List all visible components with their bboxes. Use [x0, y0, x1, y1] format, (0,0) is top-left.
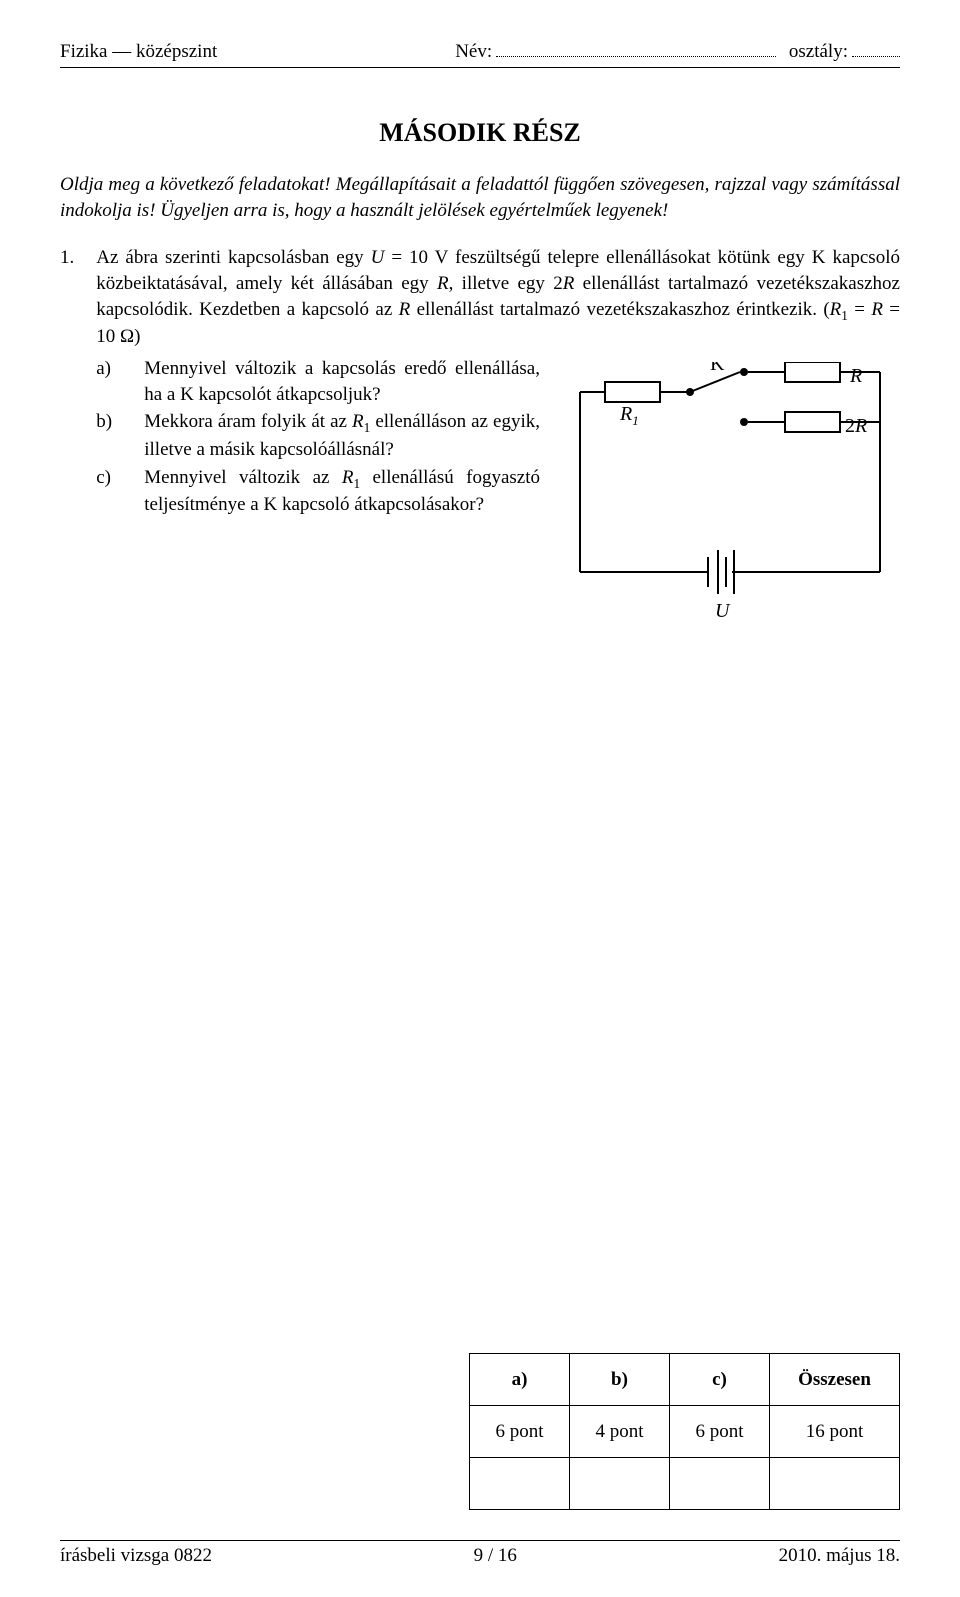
question-b-text: Mekkora áram folyik át az R1 ellenálláso… — [144, 409, 540, 462]
problem-body: Az ábra szerinti kapcsolásban egy U = 10… — [96, 245, 900, 629]
problem-number: 1. — [60, 245, 74, 629]
circuit-label-r: R — [849, 365, 862, 387]
score-header-total: Összesen — [770, 1354, 900, 1406]
score-points-row: 6 pont 4 pont 6 pont 16 pont — [470, 1406, 900, 1458]
score-points-a: 6 pont — [470, 1406, 570, 1458]
score-empty-b — [570, 1458, 670, 1510]
question-c-label: c) — [96, 465, 124, 518]
circuit-label-u: U — [715, 600, 731, 622]
score-header-b: b) — [570, 1354, 670, 1406]
score-header-row: a) b) c) Összesen — [470, 1354, 900, 1406]
score-points-total: 16 pont — [770, 1406, 900, 1458]
score-empty-row — [470, 1458, 900, 1510]
score-table-wrap: a) b) c) Összesen 6 pont 4 pont 6 pont 1… — [60, 1353, 900, 1510]
score-points-b: 4 pont — [570, 1406, 670, 1458]
name-field-line — [496, 40, 776, 57]
problem-text: Az ábra szerinti kapcsolásban egy U = 10… — [96, 245, 900, 350]
name-label: Név: — [455, 41, 492, 63]
question-c: c) Mennyivel változik az R1 ellenállású … — [96, 465, 540, 518]
problem-1: 1. Az ábra szerinti kapcsolásban egy U =… — [60, 245, 900, 629]
page-header: Fizika — középszint Név: osztály: — [60, 40, 900, 63]
class-field-line — [852, 40, 900, 57]
section-title: MÁSODIK RÉSZ — [60, 118, 900, 148]
score-empty-c — [670, 1458, 770, 1510]
footer-row: írásbeli vizsga 0822 9 / 16 2010. május … — [60, 1545, 900, 1567]
circuit-label-k: K — [710, 362, 725, 375]
circuit-label-r1: R1 — [619, 403, 639, 428]
score-empty-total — [770, 1458, 900, 1510]
footer-rule — [60, 1540, 900, 1541]
page: Fizika — középszint Név: osztály: MÁSODI… — [0, 0, 960, 1597]
circuit-diagram: R1 K R 2R U — [560, 356, 900, 630]
page-footer: írásbeli vizsga 0822 9 / 16 2010. május … — [60, 1540, 900, 1567]
header-subject: Fizika — középszint — [60, 41, 217, 63]
instructions: Oldja meg a következő feladatokat! Megál… — [60, 172, 900, 223]
question-b-label: b) — [96, 409, 124, 462]
circuit-svg: R1 K R 2R U — [560, 362, 900, 622]
score-points-c: 6 pont — [670, 1406, 770, 1458]
question-a: a) Mennyivel változik a kapcsolás eredő … — [96, 356, 540, 407]
footer-center: 9 / 16 — [474, 1545, 517, 1567]
question-a-text: Mennyivel változik a kapcsolás eredő ell… — [144, 356, 540, 407]
score-empty-a — [470, 1458, 570, 1510]
questions-list: a) Mennyivel változik a kapcsolás eredő … — [96, 356, 540, 630]
class-label: osztály: — [789, 41, 848, 63]
footer-left: írásbeli vizsga 0822 — [60, 1545, 212, 1567]
score-header-a: a) — [470, 1354, 570, 1406]
circuit-label-2r: 2R — [845, 415, 867, 437]
header-name-class: Név: osztály: — [455, 40, 900, 63]
questions-and-figure: a) Mennyivel változik a kapcsolás eredő … — [96, 356, 900, 630]
footer-right: 2010. május 18. — [779, 1545, 900, 1567]
question-a-label: a) — [96, 356, 124, 407]
question-c-text: Mennyivel változik az R1 ellenállású fog… — [144, 465, 540, 518]
header-rule — [60, 67, 900, 68]
question-b: b) Mekkora áram folyik át az R1 ellenáll… — [96, 409, 540, 462]
score-table: a) b) c) Összesen 6 pont 4 pont 6 pont 1… — [469, 1353, 900, 1510]
score-header-c: c) — [670, 1354, 770, 1406]
